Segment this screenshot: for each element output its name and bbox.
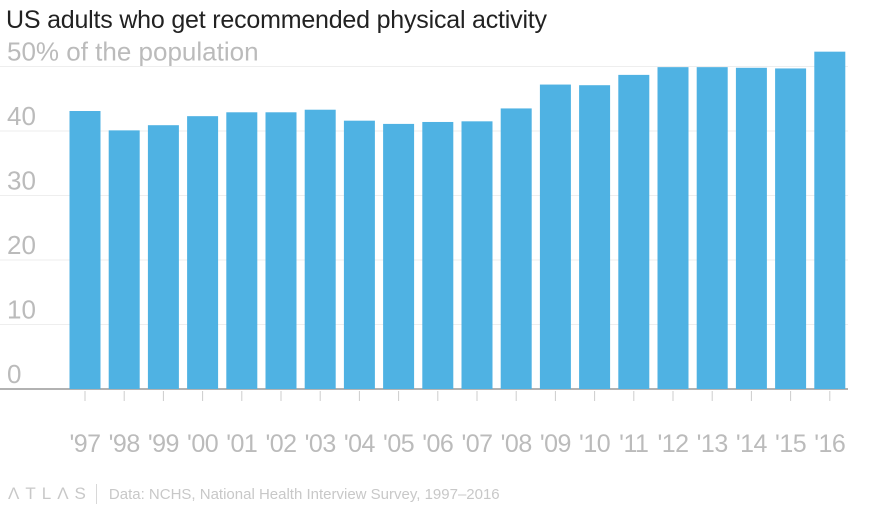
y-tick-label: 30: [7, 166, 36, 196]
x-tick-label: '98: [109, 430, 140, 458]
x-tick-label: '09: [540, 430, 571, 458]
x-tick-label: '10: [579, 430, 610, 458]
x-tick-label: '04: [344, 430, 376, 458]
x-tick-label: '16: [814, 430, 845, 458]
bar-'09: [539, 84, 571, 389]
bar-'99: [147, 125, 179, 389]
bar-chart: 0 10 20 30 40 50% of the population '97 '98 '99…: [0, 37, 848, 458]
source-note: Data: NCHS, National Health Interview Su…: [108, 485, 500, 503]
bar-'04: [343, 120, 375, 390]
bar-'15: [775, 68, 807, 389]
chart-title: US adults who get recommended physical a…: [6, 6, 547, 34]
bar-'14: [735, 67, 767, 389]
y-tick-label: 10: [7, 295, 36, 325]
x-tick-label: '03: [305, 430, 336, 458]
bar-'01: [226, 112, 258, 390]
x-tick-label: '05: [383, 430, 414, 458]
x-tick-label: '97: [69, 430, 100, 458]
bar-'11: [618, 74, 650, 389]
x-tick-label: '07: [461, 430, 492, 458]
x-tick-label: '06: [422, 430, 453, 458]
footer-divider: [95, 484, 97, 504]
y-tick-label: 40: [7, 101, 36, 131]
y-axis-tick-labels: 0 10 20 30 40 50% of the population: [7, 37, 259, 390]
bars: [69, 51, 846, 390]
bar-'03: [304, 109, 336, 389]
bar-'00: [187, 116, 219, 389]
x-tick-label: '08: [501, 430, 532, 458]
bar-'13: [696, 67, 728, 390]
bar-'10: [579, 85, 611, 389]
bar-'97: [69, 111, 101, 389]
atlas-logo: ΛTLΛS: [8, 484, 92, 503]
bar-'16: [814, 51, 846, 389]
bar-'98: [108, 130, 140, 390]
x-tick-label: '00: [187, 430, 218, 458]
y-tick-label: 0: [7, 359, 21, 389]
x-tick-label: '99: [148, 430, 179, 458]
bar-'08: [500, 108, 532, 390]
x-tick-label: '15: [775, 430, 806, 458]
x-tick-label: '11: [619, 430, 648, 458]
x-tick-label: '12: [657, 430, 688, 458]
x-tick-label: '13: [697, 430, 728, 458]
bar-'12: [657, 67, 689, 390]
x-axis-tick-labels: '97 '98 '99 '00 '01 '02 '03 '04'05 '06 '07 '08 '09 '…: [69, 391, 846, 458]
y-tick-label: 50% of the population: [7, 37, 259, 67]
y-tick-label: 20: [7, 230, 36, 260]
bar-'07: [461, 121, 493, 389]
footer: ΛTLΛS Data: NCHS, National Health Interv…: [8, 483, 500, 505]
bar-'02: [265, 112, 297, 390]
x-tick-label: '01: [226, 430, 257, 458]
bar-'05: [383, 123, 415, 389]
x-tick-label: '14: [736, 430, 768, 458]
bar-'06: [422, 121, 454, 389]
x-tick-label: '02: [265, 430, 296, 458]
